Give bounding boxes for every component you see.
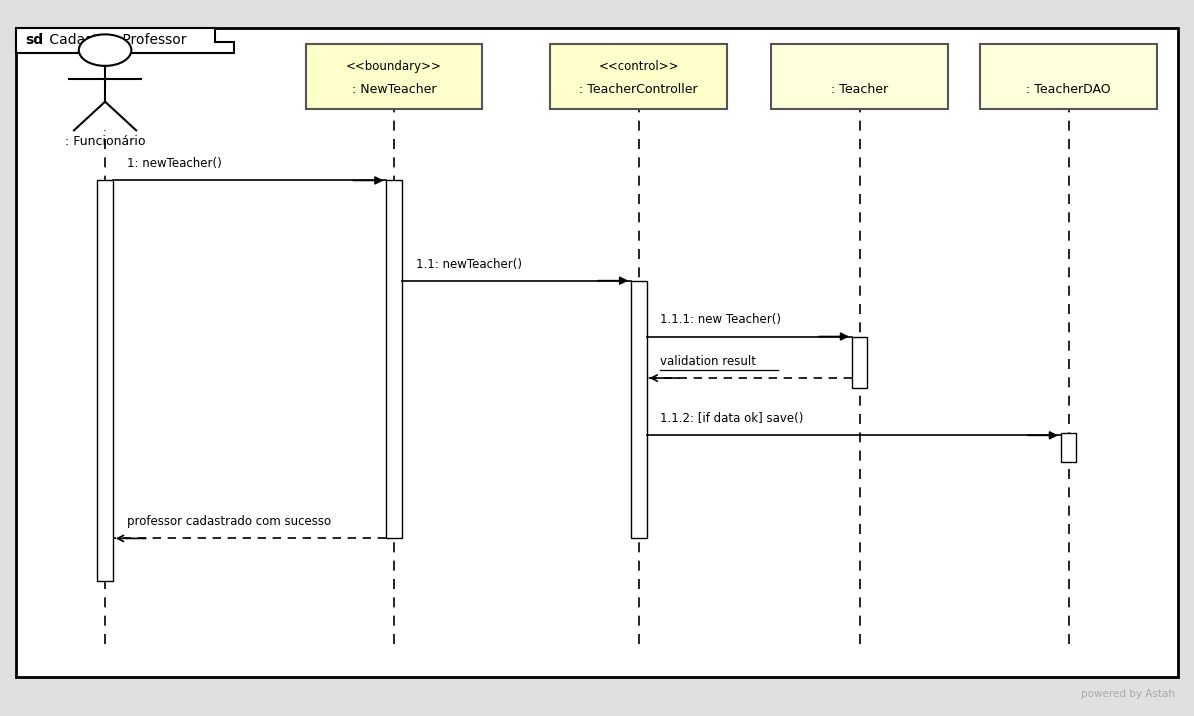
Text: powered by Astah: powered by Astah <box>1081 689 1175 699</box>
Bar <box>980 44 1157 109</box>
Text: <<boundary>>: <<boundary>> <box>346 60 442 74</box>
Bar <box>771 44 948 109</box>
Text: : TeacherDAO: : TeacherDAO <box>1027 83 1110 96</box>
Bar <box>306 44 482 109</box>
Circle shape <box>79 34 131 66</box>
Text: : Teacher: : Teacher <box>831 83 888 96</box>
Text: sd: sd <box>25 34 43 47</box>
Text: <<control>>: <<control>> <box>598 60 679 74</box>
Text: Cadastrar Professor: Cadastrar Professor <box>45 34 187 47</box>
Text: 1: newTeacher(): 1: newTeacher() <box>127 158 221 170</box>
Bar <box>853 337 867 388</box>
Text: : NewTeacher: : NewTeacher <box>352 83 436 96</box>
Bar <box>632 281 647 538</box>
Bar <box>387 180 401 538</box>
Bar <box>1061 433 1077 462</box>
Text: 1.1: newTeacher(): 1.1: newTeacher() <box>416 258 522 271</box>
Text: 1.1.2: [if data ok] save(): 1.1.2: [if data ok] save() <box>660 412 804 425</box>
Text: : TeacherController: : TeacherController <box>579 83 698 96</box>
Polygon shape <box>16 28 234 53</box>
Bar <box>97 180 112 581</box>
Text: 1.1.1: new Teacher(): 1.1.1: new Teacher() <box>660 314 781 326</box>
Text: validation result: validation result <box>660 355 756 368</box>
Bar <box>550 44 727 109</box>
Text: : Funcionário: : Funcionário <box>64 135 146 148</box>
Text: professor cadastrado com sucesso: professor cadastrado com sucesso <box>127 516 331 528</box>
